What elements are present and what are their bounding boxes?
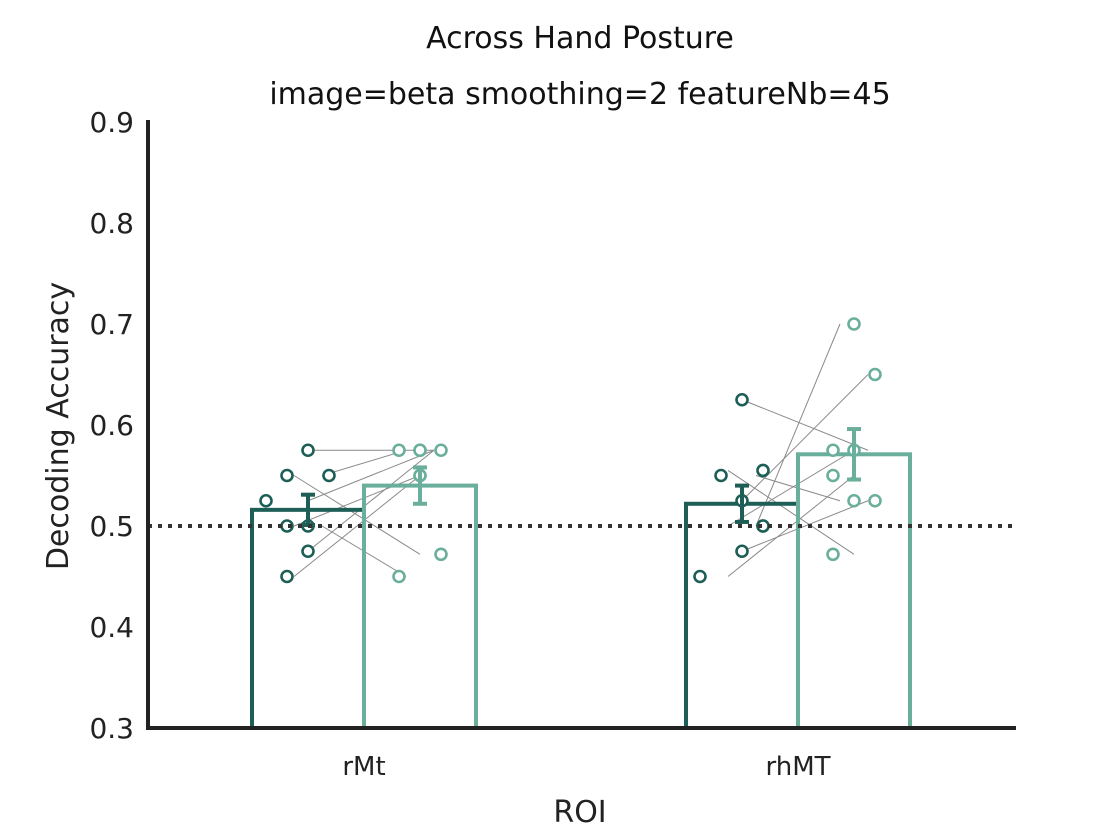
subject-link [293, 475, 421, 527]
y-tick-label: 0.6 [89, 409, 134, 442]
subject-point [259, 493, 273, 508]
subject-link [727, 449, 855, 527]
subject-point [756, 463, 770, 478]
subject-links [293, 323, 869, 577]
subject-point [868, 367, 882, 382]
subject-link [741, 399, 869, 451]
bars [250, 452, 912, 730]
subject-link [741, 500, 869, 552]
subject-point [280, 569, 294, 584]
subject-point [714, 468, 728, 483]
bar [684, 501, 800, 730]
chart-title: Across Hand Posture [426, 21, 734, 56]
x-category-label: rhMT [765, 752, 830, 782]
chart-subtitle: image=beta smoothing=2 featureNb=45 [269, 77, 890, 112]
y-tick-label: 0.4 [89, 611, 134, 644]
subject-link [727, 470, 855, 555]
subject-point [847, 317, 861, 331]
y-tick-label: 0.5 [89, 510, 134, 543]
y-tick-label: 0.7 [89, 308, 134, 341]
subject-link [321, 449, 407, 476]
subject-point [826, 468, 840, 483]
subject-link [293, 475, 421, 577]
subject-link [293, 475, 421, 555]
subject-point [280, 468, 294, 483]
subject-point [301, 544, 315, 559]
x-axis-label: ROI [553, 795, 606, 830]
x-categories: rMt rhMT [342, 752, 830, 782]
axes [146, 120, 1016, 730]
subject-point [693, 569, 707, 584]
subject-point [301, 443, 315, 458]
subject-link [741, 374, 869, 502]
x-category-label: rMt [342, 752, 385, 782]
subject-point [826, 547, 840, 562]
subject-point [413, 443, 427, 458]
y-axis-label: Decoding Accuracy [41, 282, 76, 570]
subject-point [868, 493, 882, 508]
subject-point [392, 443, 406, 458]
subject-link [755, 323, 841, 527]
y-tick-label: 0.9 [89, 106, 134, 139]
subject-point [434, 547, 448, 562]
subject-point [322, 468, 336, 483]
subject-point [392, 569, 406, 584]
subject-point [826, 443, 840, 458]
y-ticks: 0.3 0.4 0.5 0.6 0.7 0.8 0.9 [89, 106, 134, 745]
subject-point [847, 493, 861, 508]
subject-link [307, 449, 435, 502]
subject-point [735, 544, 749, 559]
y-tick-label: 0.8 [89, 207, 134, 240]
y-tick-label: 0.3 [89, 712, 134, 745]
subject-point [735, 392, 749, 407]
subject-point [434, 443, 448, 458]
subject-points [259, 317, 882, 584]
bar [362, 483, 478, 730]
bar [250, 507, 366, 730]
error-bars [301, 427, 861, 527]
subject-link [307, 449, 435, 552]
